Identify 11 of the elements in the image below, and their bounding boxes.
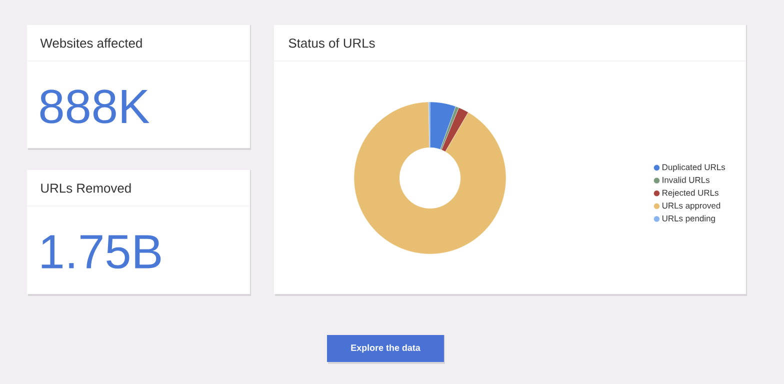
legend-label: Duplicated URLs — [662, 164, 726, 172]
legend-label: Invalid URLs — [662, 176, 710, 183]
text: URLs Removed — [41, 183, 131, 193]
text: Websites affected — [40, 38, 142, 48]
legend-label: URLs pending — [662, 215, 715, 224]
legend-label: URLs approved — [662, 202, 720, 210]
chart-title: Status of URLs — [288, 38, 375, 48]
legend-label: Rejected URLs — [662, 190, 718, 198]
text: Explore the data — [351, 344, 420, 353]
text: 888K — [40, 90, 150, 124]
text: 1.75B — [42, 235, 161, 269]
